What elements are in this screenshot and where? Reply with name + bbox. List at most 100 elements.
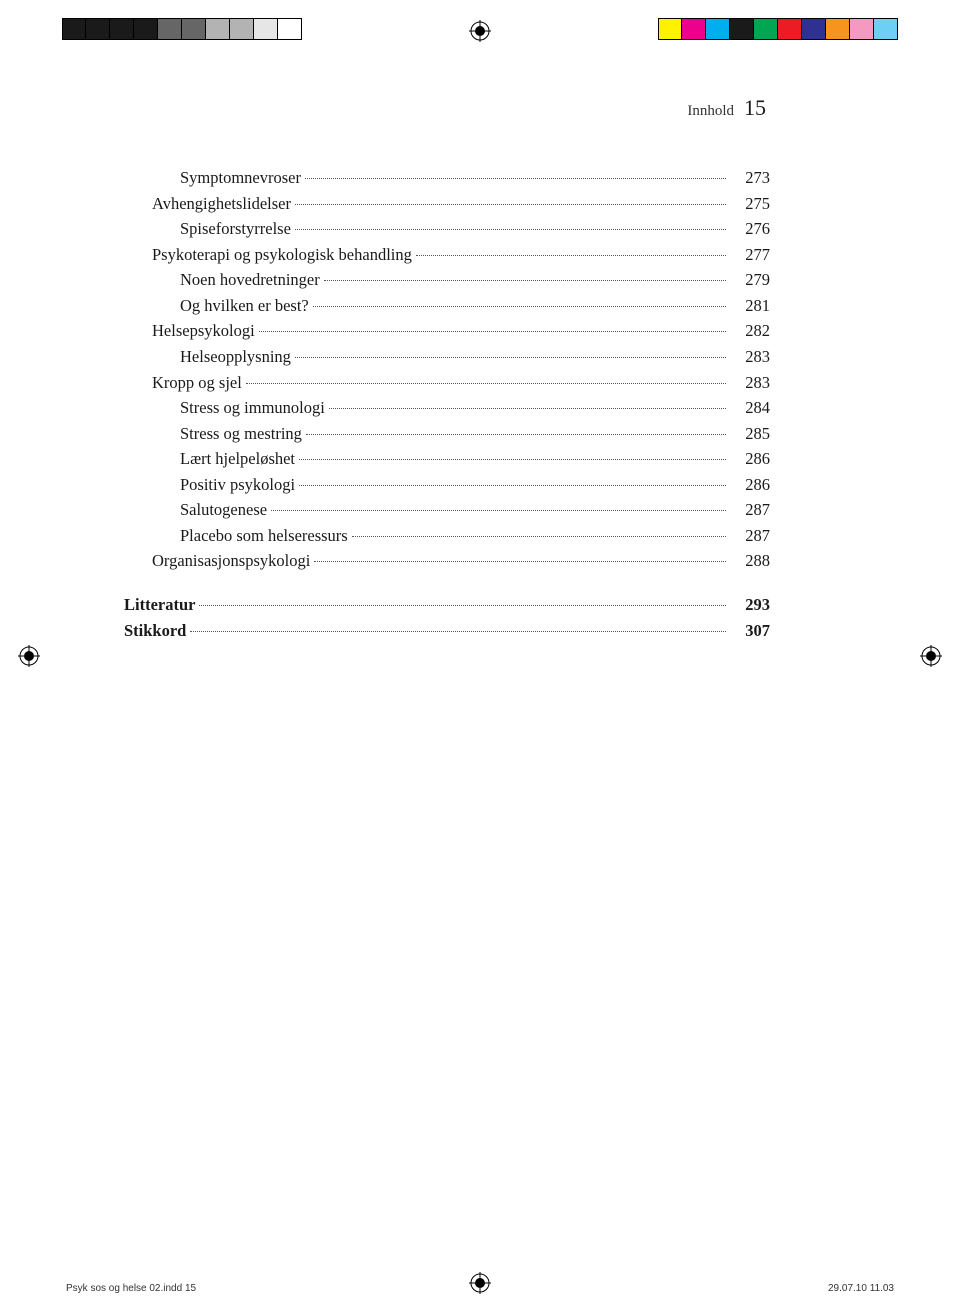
toc-row: Psykoterapi og psykologisk behandling 277 (102, 242, 770, 268)
toc-page: 279 (730, 267, 770, 293)
toc-row: Positiv psykologi 286 (102, 472, 770, 498)
toc-label: Stress og immunologi (180, 395, 325, 421)
toc-row: Lært hjelpeløshet 286 (102, 446, 770, 472)
dot-leader (299, 485, 726, 486)
color-swatch (778, 18, 802, 40)
toc-label: Helsepsykologi (152, 318, 255, 344)
toc-label: Placebo som helseressurs (180, 523, 348, 549)
toc-row: Symptomnevroser 273 (102, 165, 770, 191)
color-swatch (682, 18, 706, 40)
toc-page: 288 (730, 548, 770, 574)
toc-row: Noen hovedretninger 279 (102, 267, 770, 293)
toc-page: 284 (730, 395, 770, 421)
dot-leader (352, 536, 726, 537)
dot-leader (416, 255, 726, 256)
color-swatch (158, 18, 182, 40)
color-swatch (62, 18, 86, 40)
toc-label: Kropp og sjel (152, 370, 242, 396)
color-swatch (730, 18, 754, 40)
toc-row: Litteratur 293 (102, 592, 770, 618)
registration-mark-icon (18, 645, 40, 667)
color-swatch (874, 18, 898, 40)
dot-leader (259, 331, 726, 332)
toc-label: Positiv psykologi (180, 472, 295, 498)
toc-label: Noen hovedretninger (180, 267, 320, 293)
running-head: Innhold 15 (102, 95, 770, 121)
color-swatch (254, 18, 278, 40)
running-head-page: 15 (744, 95, 766, 120)
dot-leader (329, 408, 726, 409)
slug-right: 29.07.10 11.03 (828, 1283, 894, 1294)
color-swatch (802, 18, 826, 40)
toc-row: Spiseforstyrrelse 276 (102, 216, 770, 242)
dot-leader (246, 383, 726, 384)
color-swatch (278, 18, 302, 40)
toc-label: Psykoterapi og psykologisk behandling (152, 242, 412, 268)
color-swatch (134, 18, 158, 40)
toc-page: 307 (730, 618, 770, 644)
toc-row: Stress og immunologi 284 (102, 395, 770, 421)
toc-row: Kropp og sjel 283 (102, 370, 770, 396)
color-swatch (826, 18, 850, 40)
toc-row: Helseopplysning 283 (102, 344, 770, 370)
toc-label: Litteratur (124, 592, 195, 618)
toc-page: 281 (730, 293, 770, 319)
toc-page: 277 (730, 242, 770, 268)
toc-page: 285 (730, 421, 770, 447)
dot-leader (190, 631, 726, 632)
dot-leader (199, 605, 726, 606)
toc-page: 275 (730, 191, 770, 217)
color-swatch (230, 18, 254, 40)
slug-left: Psyk sos og helse 02.indd 15 (66, 1283, 196, 1294)
dot-leader (295, 229, 726, 230)
toc-label: Spiseforstyrrelse (180, 216, 291, 242)
registration-mark-icon (469, 20, 491, 42)
printer-colorbar-right (658, 18, 898, 40)
dot-leader (271, 510, 726, 511)
toc-label: Symptomnevroser (180, 165, 301, 191)
toc-row: Helsepsykologi 282 (102, 318, 770, 344)
dot-leader (306, 434, 726, 435)
toc-row: Stikkord 307 (102, 618, 770, 644)
toc-row: Avhengighetslidelser 275 (102, 191, 770, 217)
color-swatch (182, 18, 206, 40)
color-swatch (658, 18, 682, 40)
dot-leader (299, 459, 726, 460)
toc-page: 287 (730, 497, 770, 523)
table-of-contents: Symptomnevroser 273 Avhengighetslidelser 27… (102, 165, 770, 574)
dot-leader (314, 561, 726, 562)
toc-label: Salutogenese (180, 497, 267, 523)
toc-label: Og hvilken er best? (180, 293, 309, 319)
running-head-title: Innhold (687, 103, 734, 119)
toc-page: 283 (730, 370, 770, 396)
toc-row: Salutogenese 287 (102, 497, 770, 523)
toc-label: Organisasjonspsykologi (152, 548, 310, 574)
dot-leader (295, 204, 726, 205)
toc-page: 282 (730, 318, 770, 344)
toc-page: 286 (730, 472, 770, 498)
toc-page: 273 (730, 165, 770, 191)
dot-leader (313, 306, 726, 307)
toc-label: Avhengighetslidelser (152, 191, 291, 217)
toc-page: 293 (730, 592, 770, 618)
toc-page: 287 (730, 523, 770, 549)
toc-page: 286 (730, 446, 770, 472)
print-slug: Psyk sos og helse 02.indd 15 29.07.10 11… (66, 1283, 894, 1294)
color-swatch (850, 18, 874, 40)
color-swatch (110, 18, 134, 40)
table-of-contents-bottom: Litteratur 293 Stikkord 307 (102, 592, 770, 643)
toc-row: Placebo som helseressurs 287 (102, 523, 770, 549)
toc-row: Organisasjonspsykologi 288 (102, 548, 770, 574)
page-content: Innhold 15 Symptomnevroser273Avhengighet… (102, 95, 770, 643)
toc-page: 276 (730, 216, 770, 242)
color-swatch (754, 18, 778, 40)
toc-row: Og hvilken er best? 281 (102, 293, 770, 319)
dot-leader (324, 280, 726, 281)
dot-leader (305, 178, 726, 179)
toc-label: Helseopplysning (180, 344, 291, 370)
color-swatch (206, 18, 230, 40)
printer-colorbar-left (62, 18, 302, 40)
toc-label: Stikkord (124, 618, 186, 644)
toc-label: Lært hjelpeløshet (180, 446, 295, 472)
toc-page: 283 (730, 344, 770, 370)
